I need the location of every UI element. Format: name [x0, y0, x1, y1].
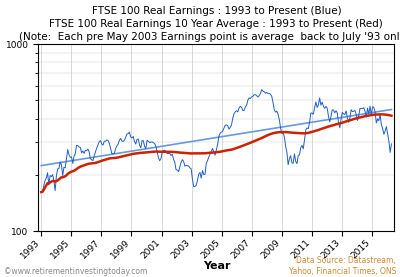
Text: Data Source: Datastream,
Yahoo, Financial Times, ONS: Data Source: Datastream, Yahoo, Financia…: [289, 256, 396, 276]
X-axis label: Year: Year: [203, 261, 230, 271]
Title: FTSE 100 Real Earnings : 1993 to Present (Blue)
FTSE 100 Real Earnings 10 Year A: FTSE 100 Real Earnings : 1993 to Present…: [19, 6, 400, 42]
Text: ©www.retirementinvestingtoday.com: ©www.retirementinvestingtoday.com: [4, 267, 147, 276]
